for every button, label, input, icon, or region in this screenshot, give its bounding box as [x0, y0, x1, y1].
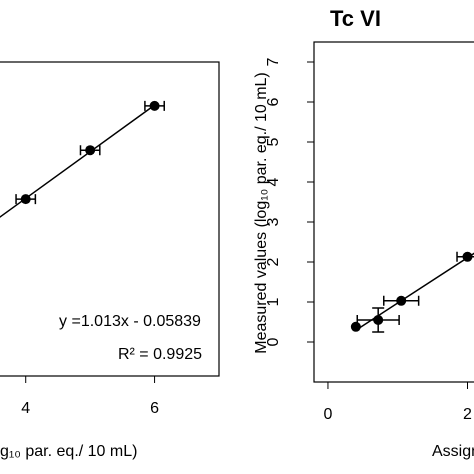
y-tick-label: 5 — [265, 137, 282, 146]
x-tick-label: 2 — [463, 406, 472, 423]
y-axis-label: Measured values (log₁₀ par. eq./ 10 mL) — [253, 72, 270, 354]
data-point — [350, 321, 361, 332]
x-tick-label: 6 — [150, 400, 159, 417]
data-point — [85, 145, 96, 156]
fit-line — [355, 252, 474, 331]
annotation: R² = 0.9925 — [118, 346, 202, 363]
y-tick-label: 0 — [265, 337, 282, 346]
y-tick-label: 3 — [265, 217, 282, 226]
annotation: y =1.013x - 0.05839 — [59, 313, 201, 330]
y-tick-label: 1 — [265, 297, 282, 306]
plot-area — [350, 251, 474, 333]
x-axis-label: g₁₀ par. eq./ 10 mL) — [0, 443, 137, 460]
plot-frame — [0, 61, 220, 377]
plot-area — [0, 100, 165, 218]
fit-line — [0, 104, 156, 218]
x-tick-label: 4 — [21, 400, 30, 417]
data-point — [149, 100, 160, 111]
data-point — [373, 315, 384, 325]
data-point — [396, 295, 407, 306]
y-tick-label: 7 — [265, 57, 282, 66]
y-tick-label: 4 — [265, 177, 282, 186]
plot-frame — [313, 41, 474, 383]
data-point — [462, 251, 473, 262]
x-axis-label: Assigned — [432, 443, 474, 460]
y-tick-label: 2 — [265, 257, 282, 266]
chart-title: Tc VI — [330, 6, 381, 31]
y-tick-label: 6 — [265, 97, 282, 106]
x-tick-label: 0 — [324, 406, 333, 423]
data-point — [20, 194, 31, 205]
